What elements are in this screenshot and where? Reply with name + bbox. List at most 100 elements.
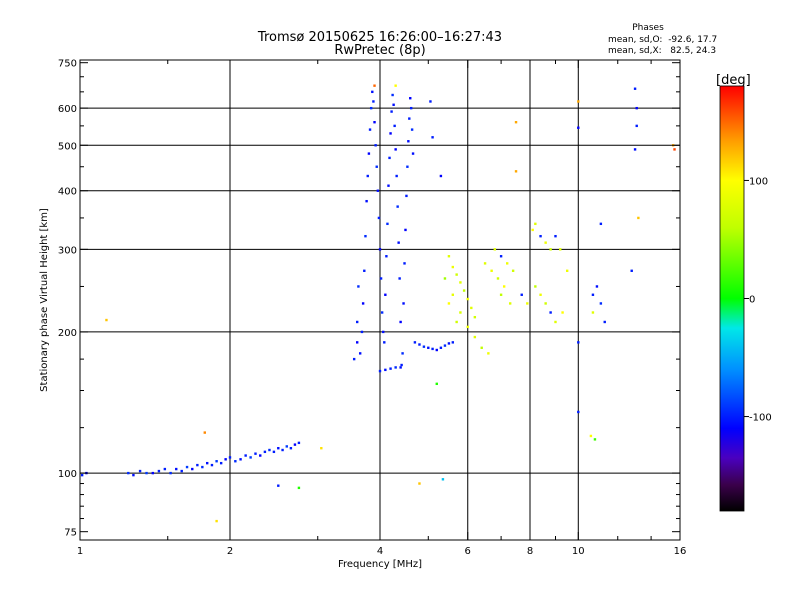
x-tick-label: 1 — [77, 546, 83, 557]
data-point — [397, 241, 400, 244]
data-point — [379, 277, 383, 280]
data-point — [451, 265, 455, 269]
data-point — [483, 262, 487, 265]
data-point — [451, 293, 455, 296]
data-point — [249, 456, 252, 459]
data-point — [493, 248, 497, 251]
y-tick-label: 750 — [58, 59, 77, 70]
data-point — [520, 293, 523, 296]
data-point — [406, 165, 409, 168]
data-point — [637, 216, 640, 220]
data-point — [577, 126, 580, 129]
data-point — [394, 366, 397, 369]
data-point — [361, 302, 365, 305]
data-point — [239, 458, 242, 461]
data-point — [365, 199, 368, 203]
data-point — [405, 194, 408, 198]
y-tick-label: 400 — [58, 187, 77, 198]
data-point — [281, 448, 284, 452]
data-point — [595, 285, 599, 288]
phase-stats-x: mean, sd,X: 82.5, 24.3 — [608, 46, 716, 56]
data-point — [462, 289, 466, 292]
data-point — [320, 446, 323, 450]
data-point — [196, 463, 199, 467]
data-point — [435, 348, 438, 352]
data-point — [511, 269, 515, 272]
data-point — [407, 140, 410, 143]
data-point — [466, 325, 469, 329]
data-point — [455, 273, 458, 276]
chart-subtitle: RwPretec (8p) — [334, 43, 425, 58]
data-point — [244, 454, 247, 457]
data-point — [219, 461, 223, 465]
data-point — [549, 248, 552, 251]
data-point — [388, 156, 391, 160]
x-tick-label: 10 — [572, 546, 585, 557]
data-point — [404, 228, 407, 232]
data-point — [391, 93, 394, 97]
data-point — [268, 448, 271, 452]
data-point — [378, 369, 382, 373]
data-point — [373, 120, 376, 124]
data-point — [554, 234, 557, 238]
data-point — [565, 269, 569, 272]
data-point — [169, 471, 172, 475]
data-point — [487, 352, 490, 355]
data-point — [378, 248, 382, 251]
data-point — [447, 255, 451, 258]
data-point — [534, 285, 537, 288]
data-point — [210, 463, 214, 467]
colorbar-tick-label: 100 — [749, 176, 768, 187]
data-point — [285, 445, 288, 448]
y-tick-label: 100 — [58, 469, 77, 480]
data-point — [80, 473, 84, 477]
data-point — [384, 293, 387, 296]
data-point — [272, 450, 276, 454]
data-point — [441, 478, 445, 481]
data-point — [263, 450, 267, 454]
data-point — [396, 205, 399, 208]
x-tick-label: 8 — [527, 546, 533, 557]
data-point — [374, 144, 377, 147]
data-point — [490, 269, 493, 272]
data-point — [215, 460, 218, 463]
data-point — [466, 297, 469, 301]
chart-title: Tromsø 20150625 16:26:00–16:27:43 — [257, 30, 502, 45]
data-point — [455, 320, 458, 324]
data-point — [376, 189, 380, 192]
data-point — [496, 277, 500, 280]
data-point — [411, 152, 415, 155]
data-point — [633, 87, 637, 90]
data-point — [431, 136, 434, 139]
data-point — [544, 241, 547, 244]
data-point — [633, 148, 637, 151]
x-tick-label: 4 — [377, 546, 383, 557]
data-point — [394, 148, 397, 151]
data-point — [508, 302, 512, 305]
data-point — [539, 234, 542, 238]
data-point — [402, 302, 405, 305]
data-point — [389, 367, 392, 370]
data-point — [443, 344, 447, 347]
data-point — [398, 277, 401, 280]
data-point — [394, 84, 397, 87]
data-point — [132, 473, 135, 477]
data-point — [526, 302, 529, 305]
data-point — [603, 320, 606, 324]
data-point — [409, 106, 413, 110]
data-point — [191, 467, 194, 471]
data-point — [403, 262, 406, 265]
data-point — [561, 311, 564, 314]
data-point — [364, 234, 367, 238]
data-point — [138, 469, 142, 473]
data-point — [470, 306, 473, 310]
data-point — [577, 100, 580, 103]
colorbar-ticks: 100 0 -100 — [744, 176, 772, 424]
phase-stats-o: mean, sd,O: -92.6, 17.7 — [608, 35, 717, 45]
data-point — [145, 471, 148, 475]
data-point — [373, 84, 376, 87]
data-point — [480, 346, 483, 349]
data-point — [447, 302, 451, 305]
data-point — [234, 460, 237, 463]
